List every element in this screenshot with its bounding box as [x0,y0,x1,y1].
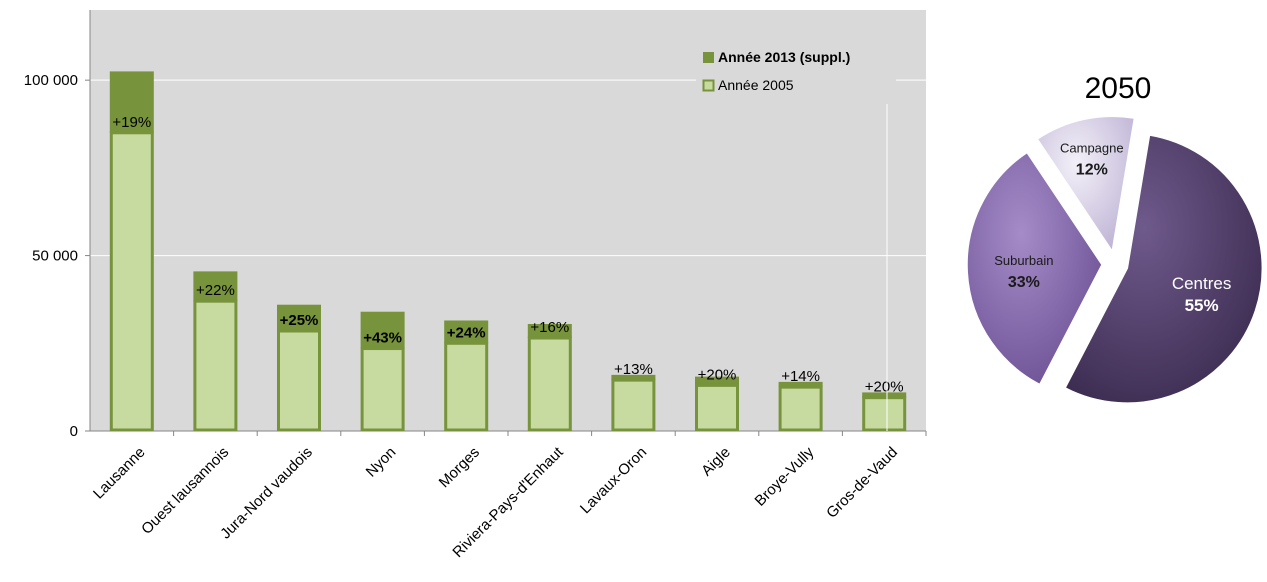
x-tick-label: Aigle [698,444,734,480]
bar-2013-increase [611,374,656,381]
x-tick-label: Lavaux-Oron [577,444,650,517]
bar-2013-increase [527,323,572,339]
legend-label-2005: Année 2005 [718,77,794,93]
bar-2005 [695,383,739,432]
bar-2013-increase [862,392,907,398]
bar-2005 [277,329,321,432]
x-tick-label: Gros-de-Vaud [823,444,901,522]
legend: Année 2013 (suppl.) Année 2005 [696,38,896,102]
bar-2013-increase [444,320,489,344]
bar-2005 [527,336,572,432]
x-tick-label: Nyon [363,444,400,481]
pie-slice-value: 12% [1076,161,1108,178]
bar-2005 [611,378,656,432]
bar-2013-increase [360,311,405,349]
data-label: +13% [614,361,653,378]
pie-slice-value: 33% [1008,274,1040,291]
pie-slice-label: Campagne [1060,140,1124,155]
y-tick-label: 0 [70,423,78,440]
x-tick-label: Ouest lausannois [138,444,232,538]
pie-slice-campagne [1036,115,1136,254]
data-label: +14% [781,368,820,385]
bar-2013-increase [778,381,823,388]
bar-2005 [360,347,405,432]
bar-2005 [862,396,907,432]
y-tick-label: 100 000 [24,72,78,89]
data-label: +20% [698,366,737,383]
bar-2005 [109,131,154,432]
bar-2013-increase [193,271,238,302]
data-label: +22% [196,282,235,299]
x-tick-label: Morges [436,444,483,491]
data-label: +24% [447,324,486,341]
pie-title: 2050 [1085,72,1152,105]
data-label: +25% [280,312,319,329]
data-label: +16% [530,319,569,336]
x-tick-label: Lausanne [90,444,149,503]
data-label: +20% [865,379,904,396]
legend-background [696,38,896,102]
legend-swatch-2013 [703,52,714,63]
data-label: +43% [363,330,402,347]
bar-2005 [778,385,823,432]
bar-2005 [193,299,238,432]
bar-2013-increase [277,304,321,332]
x-tick-label: Broye-Vully [752,443,818,509]
pie-slice-label: Suburbain [994,253,1053,268]
pie-slice-suburbain [966,151,1103,386]
pie-slice-value: 55% [1185,296,1219,315]
pie-slice-label: Centres [1172,274,1232,293]
bar-2005 [444,341,489,432]
bar-2013-increase [695,376,739,386]
pie-slice-centres [1064,134,1264,404]
data-label: +19% [112,114,151,131]
y-tick-label: 50 000 [32,248,78,265]
legend-label-2013: Année 2013 (suppl.) [718,49,850,65]
legend-swatch-2005 [702,79,715,92]
x-tick-label: Jura-Nord vaudois [217,444,316,543]
bar-2013-increase [109,71,154,133]
